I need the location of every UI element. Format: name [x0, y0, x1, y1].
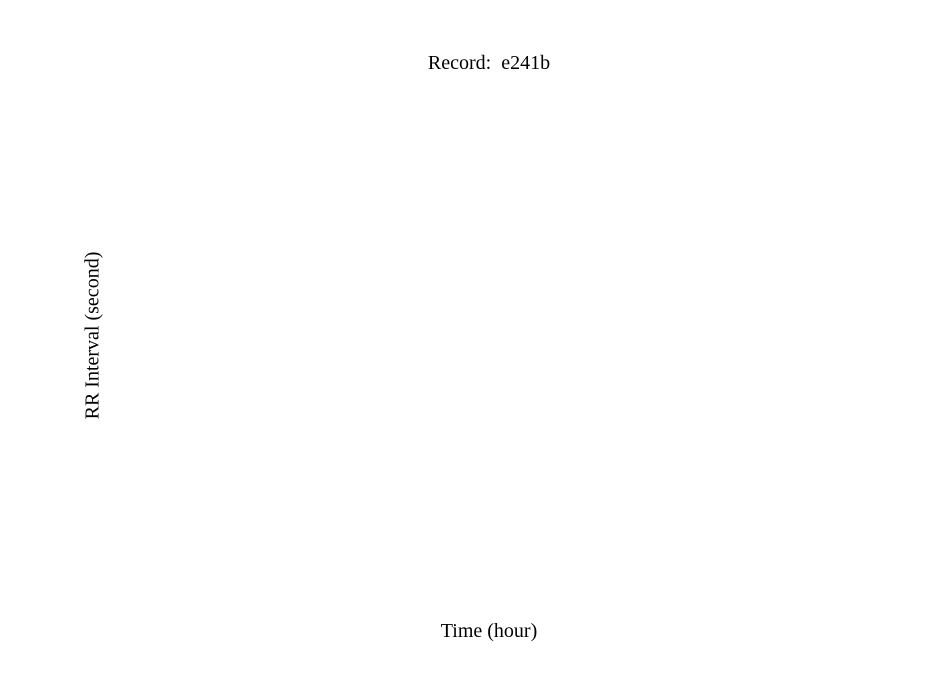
y-axis-title: RR Interval (second) — [81, 251, 104, 420]
chart-title: Record: e241b — [427, 52, 551, 74]
x-axis-title: Time (hour) — [440, 620, 538, 642]
